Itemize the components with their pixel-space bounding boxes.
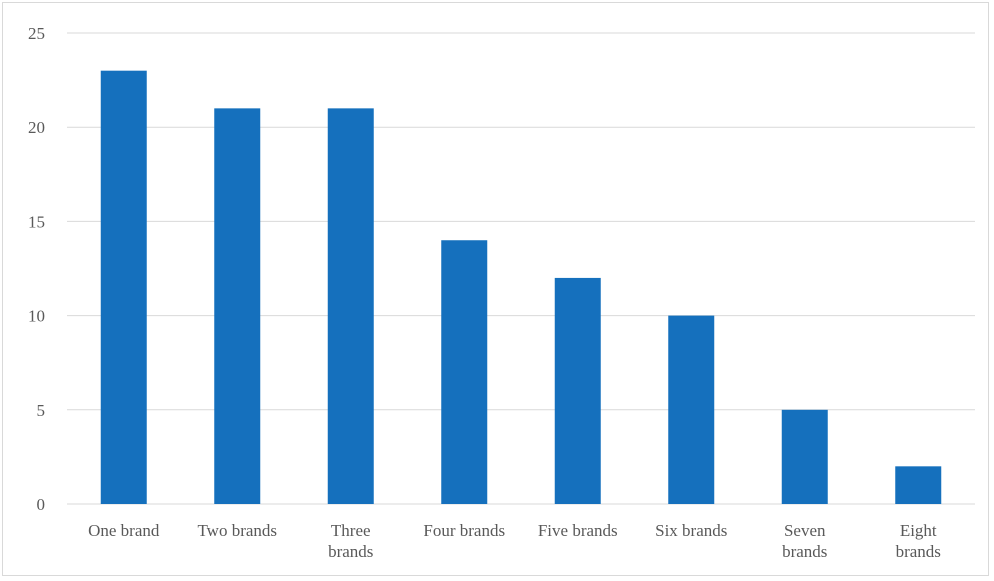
gridlines: [67, 32, 975, 505]
bar-2: [327, 108, 374, 505]
y-axis-tick-labels: 0 5 10 15 20 25: [28, 24, 45, 514]
bar-7: [895, 466, 942, 504]
category-label: Two brands: [197, 521, 277, 540]
category-label: Four brands: [423, 521, 505, 540]
y-tick-label: 25: [28, 24, 45, 43]
y-tick-label: 15: [28, 212, 45, 231]
bar-3: [441, 240, 488, 505]
bar-5: [668, 315, 715, 504]
category-label: Eight: [900, 521, 937, 540]
bar-6: [781, 409, 828, 504]
category-label: Three: [331, 521, 371, 540]
category-label: brands: [782, 542, 827, 561]
category-label: brands: [328, 542, 373, 561]
y-tick-label: 0: [37, 495, 46, 514]
x-axis-category-labels: One brand Two brands Three brands Four brand…: [88, 521, 941, 561]
bar-4: [554, 277, 601, 504]
bar-1: [214, 108, 261, 505]
category-label: Seven: [784, 521, 826, 540]
y-tick-label: 5: [37, 401, 46, 420]
category-label: Six brands: [655, 521, 727, 540]
category-label: brands: [896, 542, 941, 561]
category-label: One brand: [88, 521, 160, 540]
bars: [100, 70, 942, 505]
category-label: Five brands: [538, 521, 618, 540]
y-tick-label: 20: [28, 118, 45, 137]
y-tick-label: 10: [28, 307, 45, 326]
bar-0: [100, 70, 147, 505]
